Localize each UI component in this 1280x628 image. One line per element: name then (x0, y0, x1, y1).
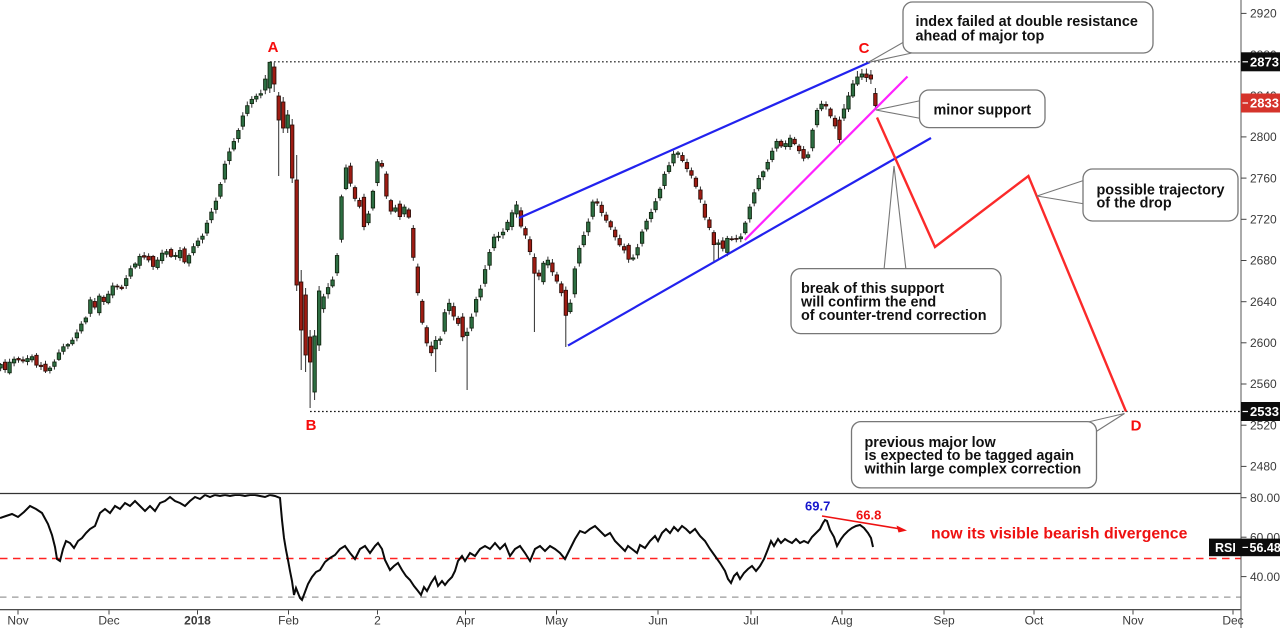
svg-text:Apr: Apr (456, 614, 475, 628)
svg-text:of the drop: of the drop (1097, 196, 1172, 212)
svg-text:2873: 2873 (1250, 54, 1279, 69)
svg-text:69.7: 69.7 (805, 499, 830, 514)
svg-text:Aug: Aug (831, 614, 852, 628)
svg-text:2018: 2018 (184, 614, 211, 628)
svg-text:2520: 2520 (1250, 418, 1277, 432)
svg-text:index failed at double resista: index failed at double resistance (916, 14, 1138, 30)
svg-text:2560: 2560 (1250, 377, 1277, 391)
svg-text:B: B (306, 417, 317, 434)
svg-text:possible trajectory: possible trajectory (1097, 182, 1225, 198)
svg-text:2760: 2760 (1250, 171, 1277, 185)
svg-text:is expected to be tagged again: is expected to be tagged again (865, 448, 1075, 464)
svg-text:80.00: 80.00 (1250, 491, 1280, 505)
svg-text:66.8: 66.8 (856, 508, 881, 523)
svg-text:C: C (859, 40, 870, 57)
svg-text:break of this support: break of this support (801, 281, 944, 297)
svg-text:Dec: Dec (1222, 614, 1243, 628)
svg-text:now its visible bearish diverg: now its visible bearish divergence (931, 526, 1188, 543)
svg-text:Dec: Dec (98, 614, 119, 628)
svg-text:within large complex correctio: within large complex correction (864, 462, 1082, 478)
svg-text:2480: 2480 (1250, 460, 1277, 474)
svg-text:2: 2 (374, 614, 381, 628)
svg-text:Jul: Jul (743, 614, 758, 628)
svg-text:RSI: RSI (1215, 541, 1236, 555)
svg-text:Oct: Oct (1025, 614, 1044, 628)
svg-text:Feb: Feb (278, 614, 299, 628)
svg-text:Sep: Sep (933, 614, 955, 628)
svg-text:will confirm the end: will confirm the end (800, 294, 936, 310)
svg-text:May: May (545, 614, 568, 628)
svg-text:2800: 2800 (1250, 130, 1277, 144)
svg-text:2680: 2680 (1250, 254, 1277, 268)
svg-text:2640: 2640 (1250, 295, 1277, 309)
svg-text:2533: 2533 (1250, 404, 1279, 419)
svg-text:2920: 2920 (1250, 7, 1277, 21)
svg-text:A: A (268, 39, 279, 56)
svg-text:2600: 2600 (1250, 336, 1277, 350)
svg-text:2720: 2720 (1250, 213, 1277, 227)
svg-text:Jun: Jun (648, 614, 667, 628)
svg-text:ahead of major top: ahead of major top (916, 28, 1045, 44)
svg-text:2833: 2833 (1250, 96, 1279, 111)
svg-text:Nov: Nov (7, 614, 28, 628)
svg-text:of counter-trend correction: of counter-trend correction (801, 308, 987, 324)
svg-text:previous major low: previous major low (865, 435, 997, 451)
svg-text:minor support: minor support (934, 103, 1032, 119)
svg-text:40.00: 40.00 (1250, 570, 1280, 584)
svg-text:Nov: Nov (1122, 614, 1143, 628)
svg-text:56.48: 56.48 (1250, 541, 1280, 555)
svg-text:D: D (1131, 418, 1142, 435)
